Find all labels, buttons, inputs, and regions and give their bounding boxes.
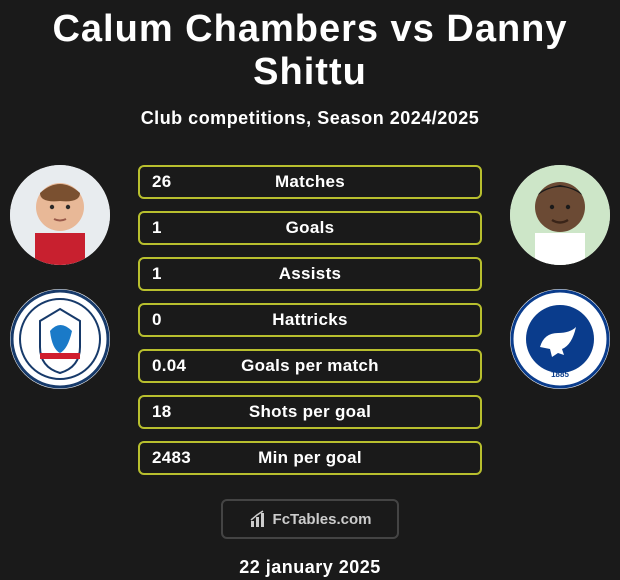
stat-row: 18Shots per goal (138, 395, 482, 429)
club-right-badge: 1885 (510, 289, 610, 389)
stat-row: 0.04Goals per match (138, 349, 482, 383)
fctables-logo: FcTables.com (221, 499, 399, 539)
stat-label: Goals per match (140, 356, 480, 376)
chart-icon (249, 509, 269, 529)
fctables-logo-text: FcTables.com (273, 511, 372, 528)
stat-row: 26Matches (138, 165, 482, 199)
stat-label: Hattricks (140, 310, 480, 330)
stat-label: Assists (140, 264, 480, 284)
stat-rows: 26Matches 1Goals 1Assists 0Hattricks 0.04Goa… (138, 165, 482, 487)
club-right-year: 1885 (551, 370, 569, 379)
page-title: Calum Chambers vs Danny Shittu (0, 0, 620, 94)
club-left-badge-svg (10, 289, 110, 389)
player-left-avatar-svg (10, 165, 110, 265)
subtitle: Club competitions, Season 2024/2025 (0, 108, 620, 129)
stat-row: 1Goals (138, 211, 482, 245)
stat-label: Min per goal (140, 448, 480, 468)
player-right-avatar (510, 165, 610, 265)
stat-row: 1Assists (138, 257, 482, 291)
stat-label: Shots per goal (140, 402, 480, 422)
stat-row: 0Hattricks (138, 303, 482, 337)
club-right-badge-svg: 1885 (510, 289, 610, 389)
date-label: 22 january 2025 (0, 557, 620, 578)
stats-area: 1885 26Matches 1Goals 1Assists 0Hattricks 0.… (0, 165, 620, 485)
stat-label: Matches (140, 172, 480, 192)
player-right-avatar-svg (510, 165, 610, 265)
stat-label: Goals (140, 218, 480, 238)
player-left-avatar (10, 165, 110, 265)
club-left-badge (10, 289, 110, 389)
stat-row: 2483Min per goal (138, 441, 482, 475)
